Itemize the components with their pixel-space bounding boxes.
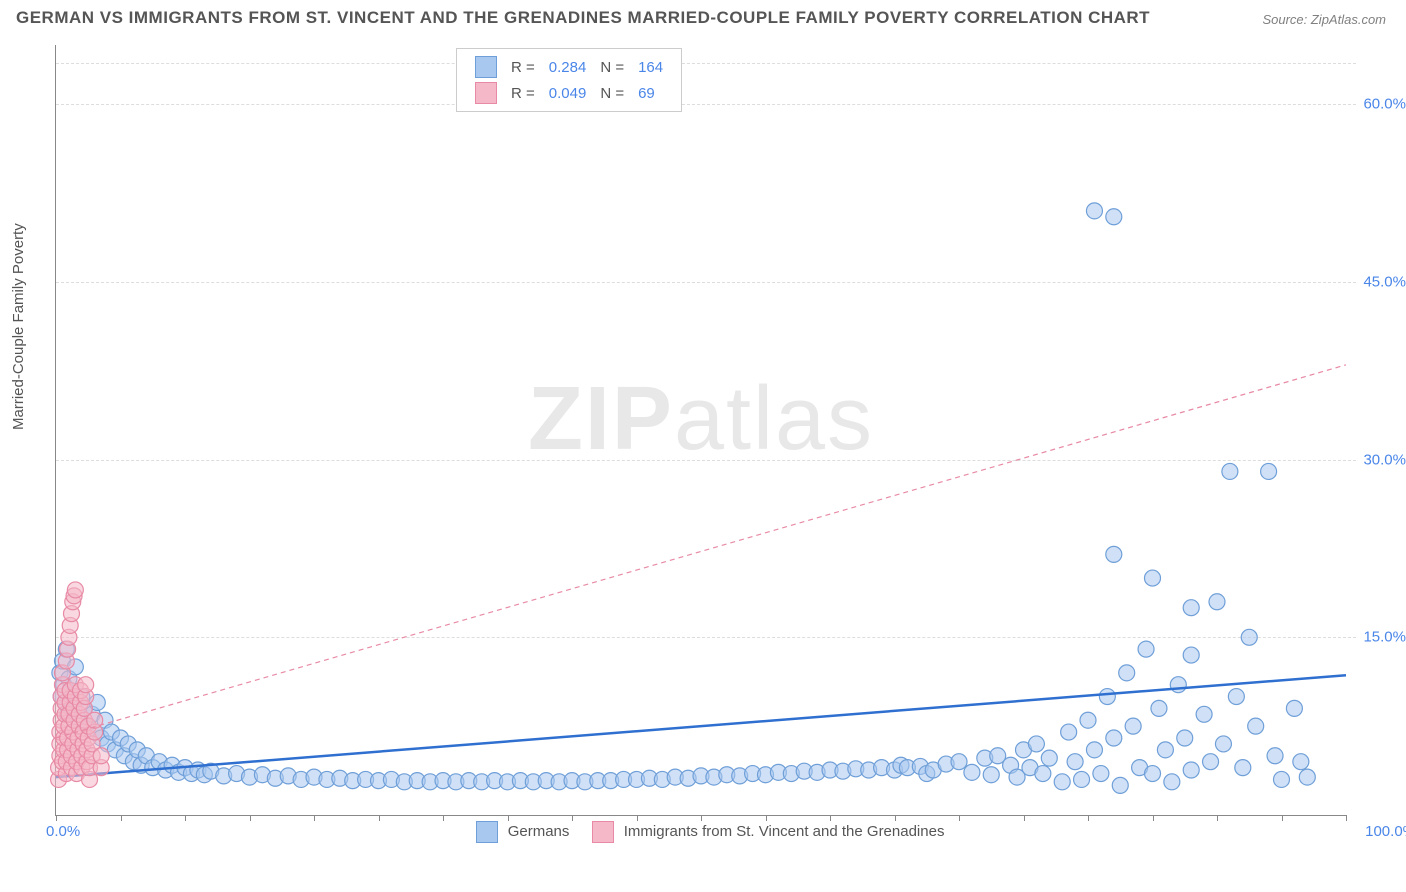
scatter-point	[1080, 712, 1096, 728]
source-attribution: Source: ZipAtlas.com	[1262, 12, 1386, 27]
legend-n-label: N =	[594, 55, 630, 79]
scatter-point	[1299, 769, 1315, 785]
scatter-point	[1028, 736, 1044, 752]
x-axis-tick	[1346, 815, 1347, 821]
scatter-point	[983, 767, 999, 783]
scatter-point	[1138, 641, 1154, 657]
chart-title: GERMAN VS IMMIGRANTS FROM ST. VINCENT AN…	[16, 8, 1150, 28]
scatter-point	[1293, 754, 1309, 770]
scatter-point	[1054, 774, 1070, 790]
y-axis-label: Married-Couple Family Poverty	[10, 223, 27, 430]
scatter-point	[1061, 724, 1077, 740]
scatter-point	[1106, 209, 1122, 225]
scatter-point	[1035, 766, 1051, 782]
legend-swatch-0	[475, 56, 497, 78]
scatter-point	[1203, 754, 1219, 770]
scatter-point	[1112, 777, 1128, 793]
scatter-point	[87, 712, 103, 728]
scatter-point	[1067, 754, 1083, 770]
legend-n-value-0: 164	[632, 55, 669, 79]
trend-line	[56, 675, 1346, 777]
scatter-point	[1228, 689, 1244, 705]
scatter-point	[1170, 677, 1186, 693]
scatter-point	[1119, 665, 1135, 681]
scatter-point	[1151, 700, 1167, 716]
scatter-point	[1235, 760, 1251, 776]
scatter-point	[1125, 718, 1141, 734]
scatter-point	[1274, 771, 1290, 787]
scatter-point	[1248, 718, 1264, 734]
scatter-series	[52, 203, 1315, 794]
legend-swatch-series-1	[592, 821, 614, 843]
legend-row-series-1: R = 0.049 N = 69	[469, 81, 669, 105]
legend-r-label: R =	[505, 55, 541, 79]
scatter-series	[51, 582, 110, 788]
scatter-point	[1222, 463, 1238, 479]
scatter-point	[67, 582, 83, 598]
scatter-point	[1164, 774, 1180, 790]
trend-line	[56, 365, 1346, 738]
y-axis-tick-label: 15.0%	[1363, 629, 1406, 646]
scatter-point	[1041, 750, 1057, 766]
legend-r-label: R =	[505, 81, 541, 105]
legend-label-series-1: Immigrants from St. Vincent and the Gren…	[624, 823, 945, 840]
scatter-point	[1177, 730, 1193, 746]
scatter-point	[1074, 771, 1090, 787]
plot-area: ZIPatlas 15.0%30.0%45.0%60.0% R = 0.284 …	[55, 45, 1346, 816]
x-axis-max-label: 100.0%	[1365, 823, 1406, 840]
scatter-point	[78, 677, 94, 693]
scatter-point	[1145, 766, 1161, 782]
scatter-point	[1183, 647, 1199, 663]
legend-swatch-1	[475, 82, 497, 104]
scatter-point	[1086, 742, 1102, 758]
y-axis-tick-label: 30.0%	[1363, 451, 1406, 468]
legend-correlation: R = 0.284 N = 164 R = 0.049 N = 69	[456, 48, 682, 112]
scatter-point	[1183, 762, 1199, 778]
legend-swatch-series-0	[476, 821, 498, 843]
legend-n-label: N =	[594, 81, 630, 105]
y-axis-tick-label: 45.0%	[1363, 273, 1406, 290]
scatter-point	[1267, 748, 1283, 764]
scatter-point	[1183, 600, 1199, 616]
legend-row-series-0: R = 0.284 N = 164	[469, 55, 669, 79]
scatter-point	[1261, 463, 1277, 479]
scatter-point	[1093, 766, 1109, 782]
scatter-point	[1157, 742, 1173, 758]
legend-series: Germans Immigrants from St. Vincent and …	[56, 821, 1346, 843]
scatter-svg	[56, 45, 1346, 815]
scatter-point	[1106, 730, 1122, 746]
scatter-point	[93, 748, 109, 764]
scatter-point	[1286, 700, 1302, 716]
scatter-point	[1099, 689, 1115, 705]
y-axis-tick-label: 60.0%	[1363, 96, 1406, 113]
scatter-point	[1145, 570, 1161, 586]
scatter-point	[1215, 736, 1231, 752]
scatter-point	[1106, 546, 1122, 562]
scatter-point	[1209, 594, 1225, 610]
legend-r-value-0: 0.284	[543, 55, 593, 79]
scatter-point	[1086, 203, 1102, 219]
scatter-point	[951, 754, 967, 770]
legend-r-value-1: 0.049	[543, 81, 593, 105]
legend-n-value-1: 69	[632, 81, 669, 105]
scatter-point	[1241, 629, 1257, 645]
scatter-point	[964, 764, 980, 780]
legend-label-series-0: Germans	[508, 823, 570, 840]
scatter-point	[1196, 706, 1212, 722]
